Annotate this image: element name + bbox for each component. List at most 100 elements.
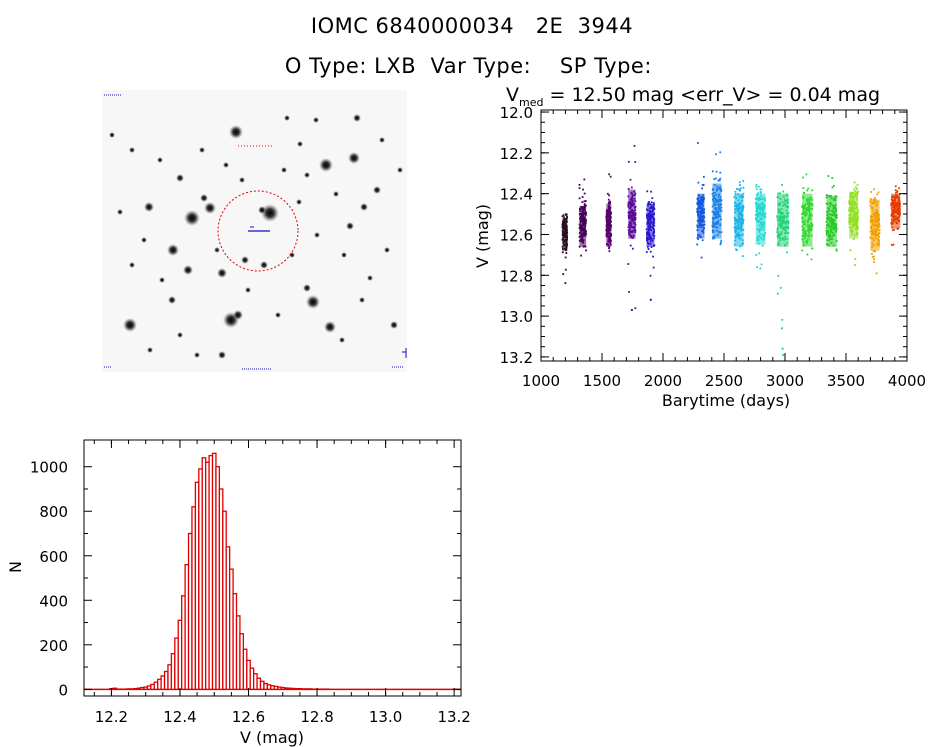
lc-y-tick-label: 13.0 (500, 308, 533, 326)
star-46 (314, 232, 320, 238)
hist-x-tick-label: 13.2 (437, 708, 470, 726)
lightcurve-points (561, 142, 902, 356)
lc-point (811, 247, 813, 250)
lc-point (697, 238, 699, 240)
lc-season-4 (645, 190, 656, 277)
lc-point (735, 249, 738, 251)
lc-point (760, 192, 762, 195)
lc-point (630, 186, 633, 189)
lc-point (872, 250, 875, 253)
lc-outlier-point (630, 308, 633, 311)
lc-point (649, 250, 652, 253)
star-25 (176, 174, 184, 182)
lc-point (831, 186, 834, 189)
star-22 (353, 114, 361, 122)
lc-point (870, 191, 873, 193)
lc-x-tick-label: 4000 (888, 372, 926, 390)
lc-point (755, 184, 758, 186)
lc-point (801, 249, 804, 252)
lc-season-9 (776, 184, 790, 321)
lc-point (876, 193, 879, 196)
lc-point (755, 185, 758, 188)
star-27 (157, 157, 163, 163)
lc-point (779, 286, 782, 289)
lc-point (607, 198, 610, 201)
lc-point (854, 190, 857, 193)
lightcurve-header: Vmed = 12.50 mag <err_V> = 0.04 mag (506, 84, 880, 109)
lightcurve-ylabel: V (mag) (473, 204, 492, 268)
histogram-xlabel: V (mag) (240, 728, 304, 747)
lc-point (806, 189, 809, 192)
star-40 (147, 347, 153, 353)
lc-point (777, 192, 780, 195)
lc-x-tick-label: 1000 (522, 372, 560, 390)
lc-x-tick-label: 1500 (583, 372, 621, 390)
lc-season-core (606, 203, 612, 247)
star-29 (218, 351, 226, 359)
lc-season-8 (754, 184, 767, 270)
lc-point (563, 216, 566, 219)
lc-point (719, 243, 722, 246)
lc-point (701, 183, 704, 186)
lc-point (853, 264, 856, 266)
lc-point (719, 171, 722, 174)
star-field (109, 114, 403, 359)
lc-point (582, 188, 584, 191)
lc-point (561, 215, 564, 218)
lc-point (608, 247, 610, 250)
lc-point (873, 258, 875, 261)
lc-point (652, 255, 654, 258)
lc-point (578, 187, 581, 190)
star-7 (319, 158, 333, 172)
lc-point (608, 250, 611, 253)
lc-season-5 (696, 142, 706, 259)
lc-point (718, 179, 720, 182)
lc-season-2 (605, 173, 613, 253)
lc-point (719, 151, 722, 154)
lc-season-3 (627, 144, 637, 310)
lc-y-tick-label: 12.6 (500, 226, 533, 244)
lc-point (650, 246, 653, 248)
o-type-label: O Type: (284, 54, 367, 78)
star-0 (229, 125, 243, 139)
lc-point (894, 189, 897, 192)
lc-point (779, 192, 781, 195)
lc-point (759, 191, 762, 193)
lc-point (739, 189, 742, 192)
lc-outlier-point (781, 347, 784, 350)
star-45 (397, 167, 403, 173)
lc-point (566, 216, 569, 219)
lc-point (561, 251, 564, 254)
lc-point (629, 244, 632, 247)
hist-y-tick-label: 200 (39, 637, 68, 655)
hist-x-tick-label: 12.8 (300, 708, 333, 726)
star-2 (123, 318, 137, 332)
lc-season-0 (561, 213, 569, 285)
lc-point (565, 213, 568, 216)
lc-season-13 (869, 188, 881, 275)
star-53 (313, 117, 319, 123)
lc-point (566, 215, 568, 218)
lc-point (893, 228, 896, 231)
lc-point (628, 290, 630, 293)
lc-point (585, 249, 588, 252)
lc-point (741, 255, 744, 258)
star-39 (194, 352, 200, 358)
lc-season-1 (578, 178, 588, 257)
lc-point (877, 191, 880, 194)
hist-x-tick-label: 13.0 (369, 708, 402, 726)
star-6 (233, 310, 243, 320)
star-52 (129, 262, 135, 268)
star-20 (390, 321, 398, 329)
lc-point (608, 246, 611, 249)
lc-point (832, 185, 835, 187)
lc-point (874, 198, 877, 201)
lc-x-tick-label: 3500 (827, 372, 865, 390)
lc-point (564, 268, 567, 271)
lc-point (565, 252, 568, 254)
lc-x-tick-label: 3000 (766, 372, 804, 390)
lc-point (583, 203, 586, 205)
lc-point (564, 282, 567, 285)
lc-point (853, 181, 856, 184)
lc-season-core (579, 205, 587, 247)
